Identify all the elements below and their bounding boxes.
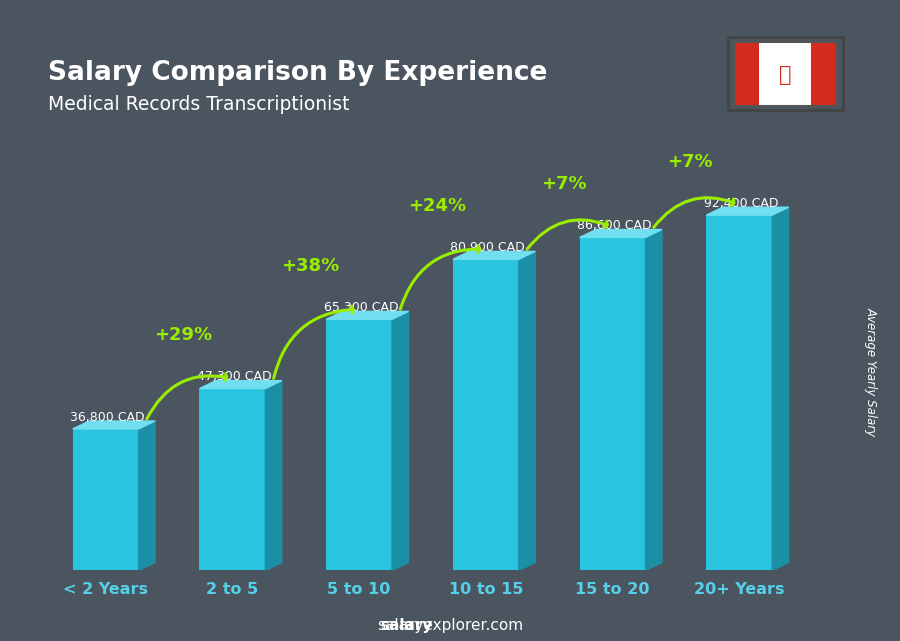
- Text: salaryexplorer.com: salaryexplorer.com: [377, 619, 523, 633]
- Text: 36,800 CAD: 36,800 CAD: [70, 411, 145, 424]
- Text: salary: salary: [381, 619, 433, 633]
- Text: +7%: +7%: [541, 175, 586, 193]
- Polygon shape: [266, 381, 282, 570]
- Text: 65,300 CAD: 65,300 CAD: [324, 301, 399, 314]
- Polygon shape: [772, 207, 788, 570]
- Text: 86,600 CAD: 86,600 CAD: [577, 219, 652, 232]
- Bar: [326, 319, 392, 570]
- Text: +38%: +38%: [281, 257, 339, 275]
- Text: +7%: +7%: [668, 153, 713, 171]
- Text: Average Yearly Salary: Average Yearly Salary: [865, 307, 878, 437]
- Text: 47,300 CAD: 47,300 CAD: [197, 370, 272, 383]
- Bar: [734, 42, 760, 106]
- Bar: [200, 388, 266, 570]
- Text: +24%: +24%: [408, 197, 466, 215]
- Text: 80,900 CAD: 80,900 CAD: [450, 241, 525, 254]
- Text: 🍁: 🍁: [779, 65, 791, 85]
- Bar: [706, 215, 772, 570]
- Polygon shape: [392, 312, 409, 570]
- Polygon shape: [580, 229, 662, 237]
- Text: +29%: +29%: [154, 326, 212, 344]
- Polygon shape: [706, 207, 788, 215]
- Polygon shape: [139, 421, 155, 570]
- Bar: [811, 42, 837, 106]
- Polygon shape: [326, 312, 409, 319]
- Text: Salary Comparison By Experience: Salary Comparison By Experience: [48, 60, 547, 86]
- Bar: [453, 260, 518, 570]
- Bar: [760, 42, 811, 106]
- Polygon shape: [645, 229, 662, 570]
- Text: 92,400 CAD: 92,400 CAD: [704, 197, 778, 210]
- Polygon shape: [518, 251, 536, 570]
- Bar: [73, 429, 139, 570]
- Text: Medical Records Transcriptionist: Medical Records Transcriptionist: [48, 95, 349, 114]
- Polygon shape: [200, 381, 282, 388]
- Polygon shape: [453, 251, 536, 260]
- Polygon shape: [73, 421, 155, 429]
- Bar: [580, 237, 645, 570]
